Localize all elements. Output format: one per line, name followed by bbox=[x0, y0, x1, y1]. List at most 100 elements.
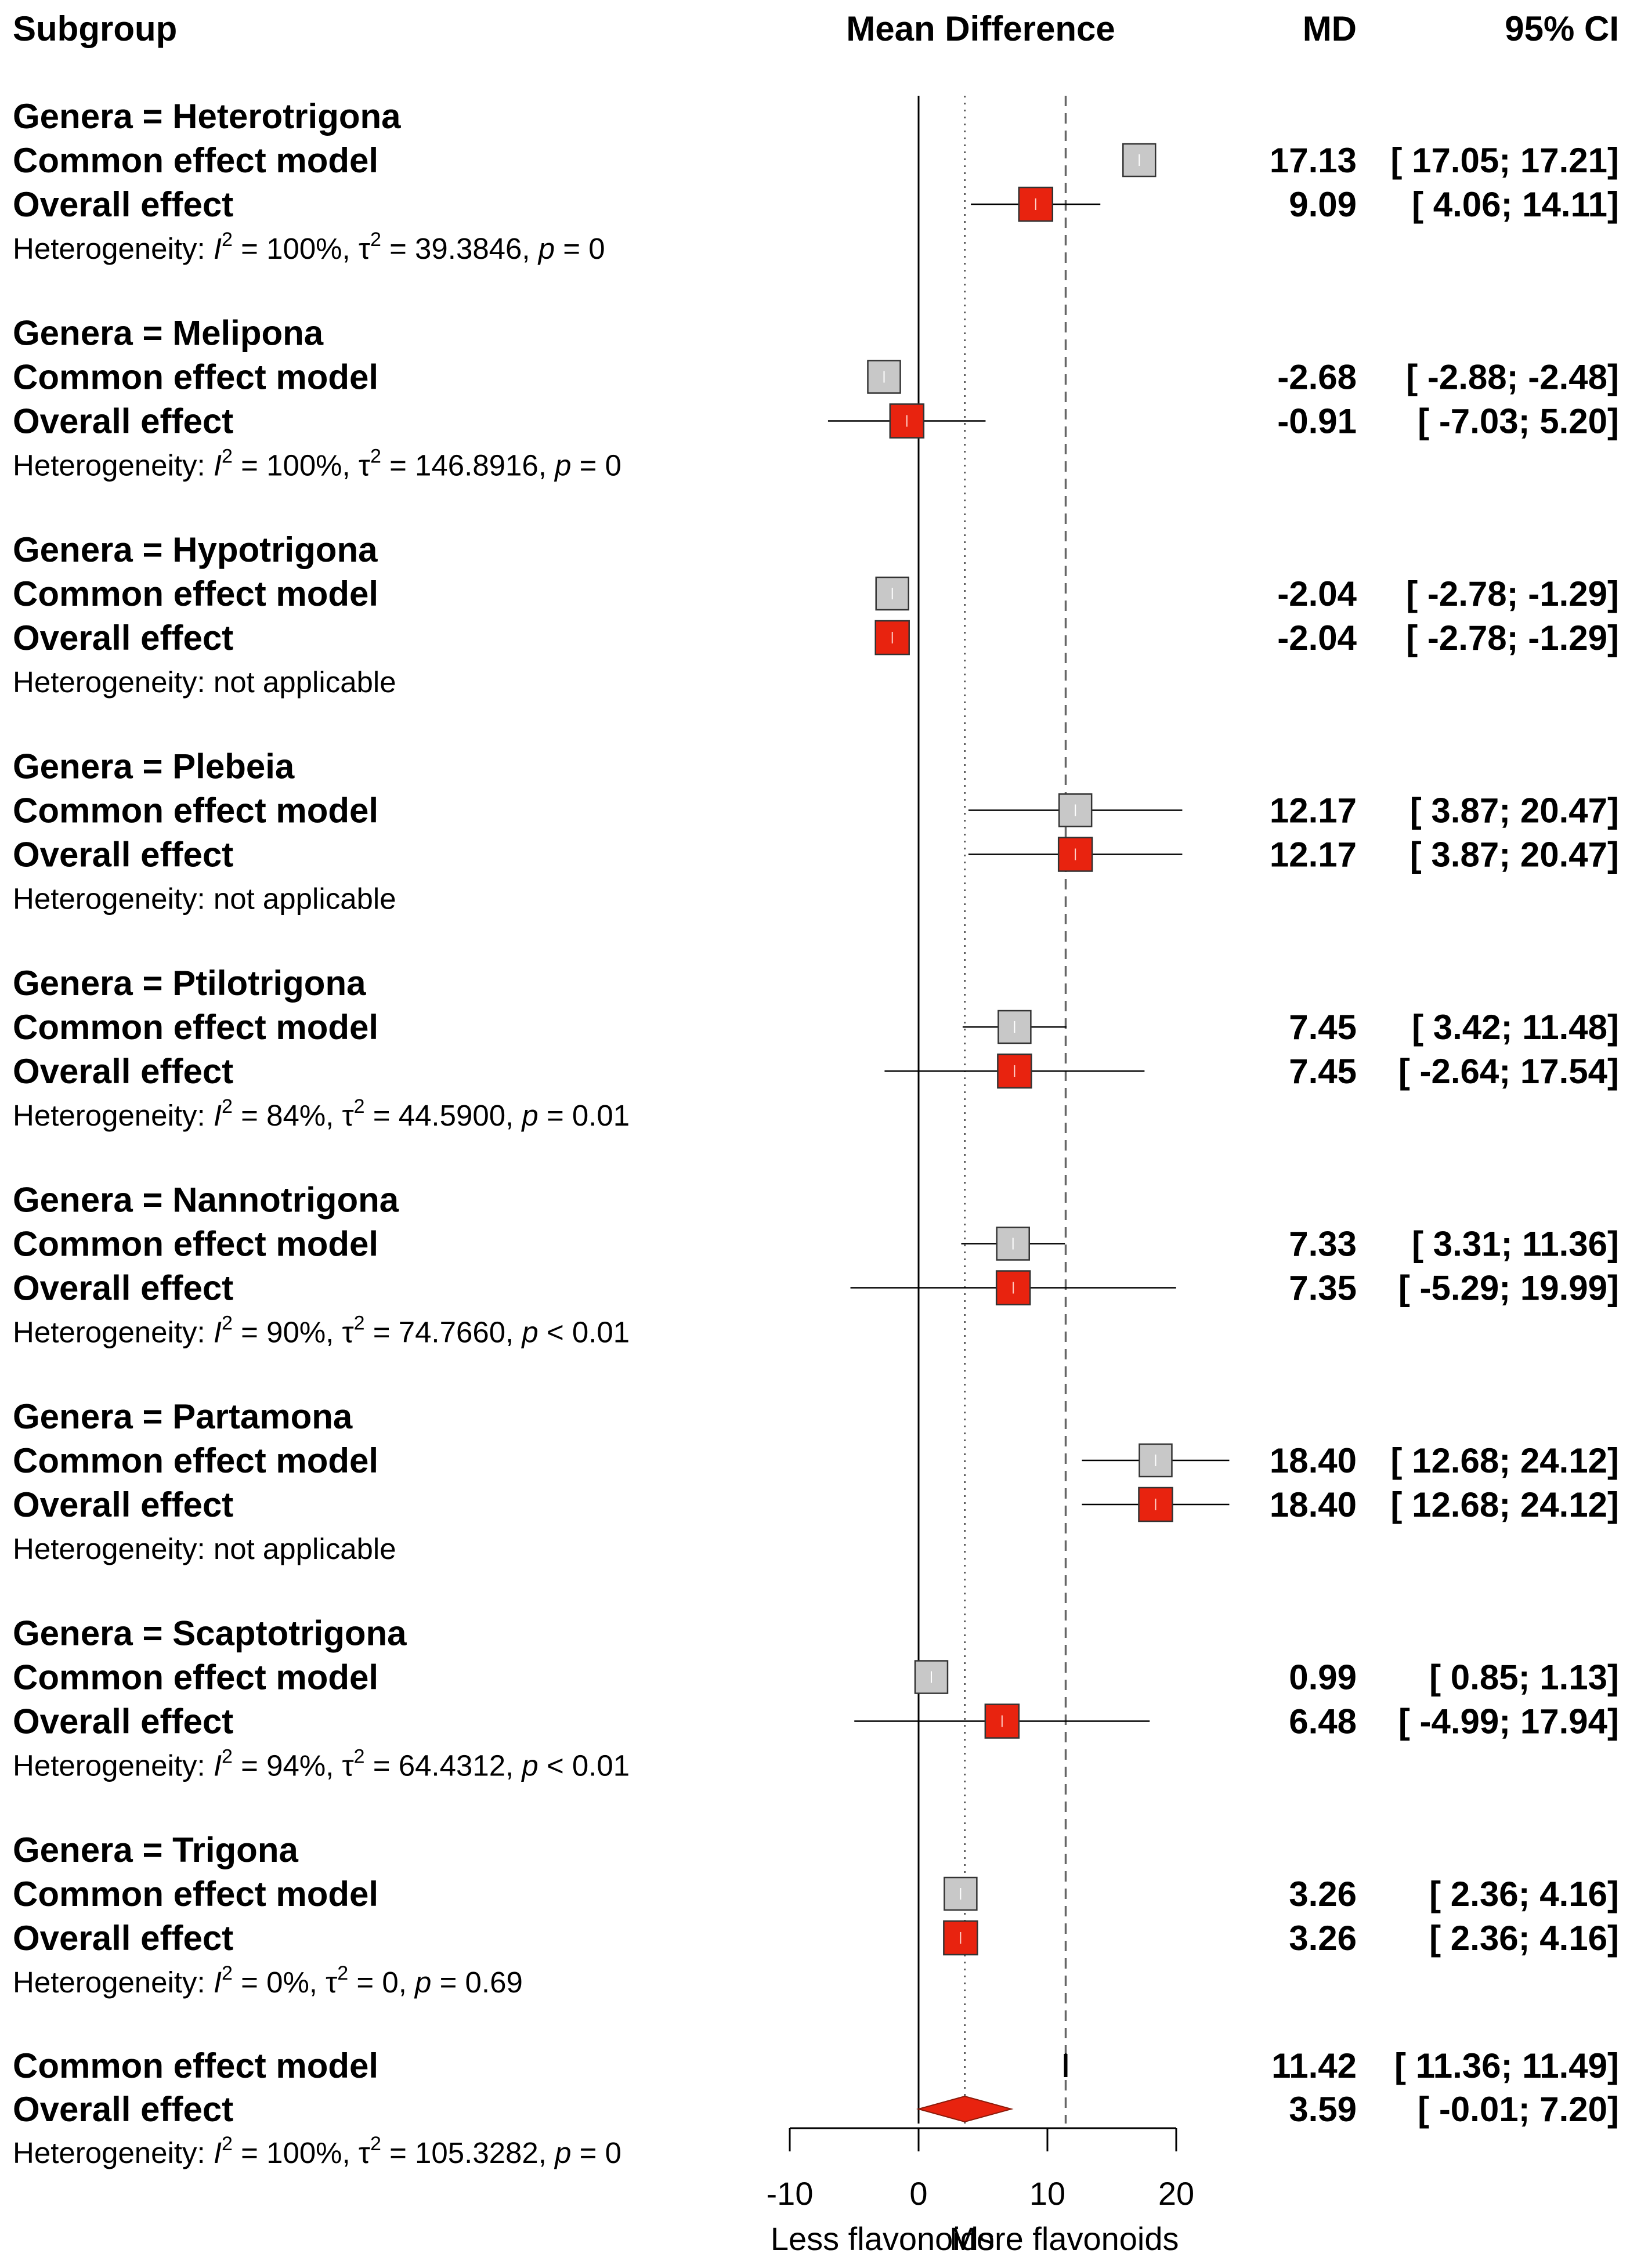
x-axis-tick-label: 10 bbox=[1029, 2175, 1065, 2212]
subgroup-title: Genera = Partamona bbox=[13, 1397, 353, 1436]
subgroup-overall-ci-value: [ -2.64; 17.54] bbox=[1398, 1052, 1619, 1091]
subgroup-overall-md-value: -2.04 bbox=[1277, 618, 1357, 657]
subgroup-heterogeneity: Heterogeneity: I2 = 0%, τ2 = 0, p = 0.69 bbox=[13, 1962, 523, 1999]
subgroup-common-md-value: 18.40 bbox=[1270, 1441, 1357, 1480]
total-overall-label: Overall effect bbox=[13, 2090, 233, 2129]
subgroup-heterogeneity: Heterogeneity: I2 = 100%, τ2 = 146.8916,… bbox=[13, 446, 621, 482]
x-axis-tick-label: 20 bbox=[1158, 2175, 1194, 2212]
total-common-label: Common effect model bbox=[13, 2046, 378, 2085]
total-common-ci-value: [ 11.36; 11.49] bbox=[1394, 2046, 1619, 2085]
subgroup-heterogeneity: Heterogeneity: not applicable bbox=[13, 1532, 396, 1565]
subgroup-common-md-value: -2.04 bbox=[1277, 574, 1357, 613]
total-overall-ci-value: [ -0.01; 7.20] bbox=[1418, 2090, 1619, 2129]
header-mean-difference: Mean Difference bbox=[846, 9, 1115, 48]
subgroup-common-md-value: 7.45 bbox=[1289, 1008, 1357, 1047]
subgroup-common-label: Common effect model bbox=[13, 791, 378, 830]
subgroup-overall-ci-value: [ 2.36; 4.16] bbox=[1429, 1919, 1619, 1958]
subgroup-heterogeneity: Heterogeneity: I2 = 94%, τ2 = 64.4312, p… bbox=[13, 1746, 630, 1782]
subgroup-heterogeneity: Heterogeneity: I2 = 100%, τ2 = 39.3846, … bbox=[13, 229, 605, 265]
x-axis-label-right: More flavonoids bbox=[949, 2220, 1179, 2257]
subgroup-common-md-value: 12.17 bbox=[1270, 791, 1357, 830]
subgroup-common-label: Common effect model bbox=[13, 1658, 378, 1697]
subgroup-common-ci-value: [ 0.85; 1.13] bbox=[1429, 1658, 1619, 1697]
subgroup-common-ci-value: [ -2.88; -2.48] bbox=[1406, 358, 1619, 397]
subgroup-common-box bbox=[875, 576, 909, 611]
total-overall-md-value: 3.59 bbox=[1289, 2090, 1357, 2129]
subgroup-title: Genera = Scaptotrigona bbox=[13, 1614, 407, 1653]
forest-plot-rows: Genera = Heterotrigona Common effect mode… bbox=[13, 97, 1619, 2169]
subgroup-overall-label: Overall effect bbox=[13, 1702, 233, 1741]
subgroup-common-box bbox=[914, 1660, 949, 1694]
subgroup-common-label: Common effect model bbox=[13, 1875, 378, 1913]
subgroup-overall-label: Overall effect bbox=[13, 1269, 233, 1308]
subgroup-title: Genera = Ptilotrigona bbox=[13, 964, 366, 1003]
subgroup-overall-label: Overall effect bbox=[13, 1052, 233, 1091]
subgroup-common-ci-value: [ 3.31; 11.36] bbox=[1412, 1225, 1619, 1264]
subgroup-overall-md-value: -0.91 bbox=[1277, 402, 1357, 441]
total-common-diamond bbox=[1064, 2054, 1068, 2077]
subgroup-common-md-value: 7.33 bbox=[1289, 1225, 1357, 1264]
subgroup-overall-md-value: 7.35 bbox=[1289, 1269, 1357, 1308]
subgroup-common-ci-value: [ 2.36; 4.16] bbox=[1429, 1875, 1619, 1913]
subgroup-title: Genera = Heterotrigona bbox=[13, 97, 401, 136]
subgroup-common-label: Common effect model bbox=[13, 1008, 378, 1047]
subgroup-title: Genera = Plebeia bbox=[13, 747, 295, 786]
subgroup-overall-md-value: 3.26 bbox=[1289, 1919, 1357, 1958]
subgroup-common-md-value: 0.99 bbox=[1289, 1658, 1357, 1697]
subgroup-heterogeneity: Heterogeneity: I2 = 90%, τ2 = 74.7660, p… bbox=[13, 1312, 630, 1349]
header-ci: 95% CI bbox=[1505, 9, 1619, 48]
subgroup-overall-box bbox=[874, 620, 910, 656]
header-subgroup: Subgroup bbox=[13, 9, 177, 48]
reference-lines bbox=[917, 96, 1067, 2124]
subgroup-common-label: Common effect model bbox=[13, 141, 378, 180]
subgroup-overall-md-value: 9.09 bbox=[1289, 185, 1357, 224]
subgroup-common-ci-value: [ 17.05; 17.21] bbox=[1390, 141, 1619, 180]
subgroup-heterogeneity: Heterogeneity: not applicable bbox=[13, 665, 396, 699]
subgroup-overall-label: Overall effect bbox=[13, 1485, 233, 1524]
x-axis-label-left: Less flavonoids bbox=[771, 2220, 995, 2257]
subgroup-overall-label: Overall effect bbox=[13, 185, 233, 224]
subgroup-overall-md-value: 7.45 bbox=[1289, 1052, 1357, 1091]
subgroup-overall-label: Overall effect bbox=[13, 402, 233, 441]
subgroup-overall-md-value: 6.48 bbox=[1289, 1702, 1357, 1741]
subgroup-common-label: Common effect model bbox=[13, 1441, 378, 1480]
subgroup-overall-ci-value: [ 4.06; 14.11] bbox=[1412, 185, 1619, 224]
subgroup-common-box bbox=[996, 1227, 1030, 1261]
subgroup-overall-md-value: 18.40 bbox=[1270, 1485, 1357, 1524]
total-overall-diamond bbox=[916, 2095, 1014, 2123]
total-common-md-value: 11.42 bbox=[1271, 2046, 1357, 2085]
x-axis-tick-label: -10 bbox=[767, 2175, 814, 2212]
subgroup-common-md-value: 17.13 bbox=[1270, 141, 1357, 180]
subgroup-overall-ci-value: [ -4.99; 17.94] bbox=[1398, 1702, 1619, 1741]
subgroup-common-label: Common effect model bbox=[13, 1225, 378, 1264]
subgroup-overall-label: Overall effect bbox=[13, 835, 233, 874]
subgroup-title: Genera = Nannotrigona bbox=[13, 1181, 399, 1220]
x-axis-tick-label: 0 bbox=[909, 2175, 927, 2212]
subgroup-common-md-value: 3.26 bbox=[1289, 1875, 1357, 1913]
subgroup-overall-label: Overall effect bbox=[13, 1919, 233, 1958]
subgroup-common-md-value: -2.68 bbox=[1277, 358, 1357, 397]
total-heterogeneity: Heterogeneity: I2 = 100%, τ2 = 105.3282,… bbox=[13, 2133, 621, 2169]
subgroup-heterogeneity: Heterogeneity: not applicable bbox=[13, 882, 396, 916]
subgroup-heterogeneity: Heterogeneity: I2 = 84%, τ2 = 44.5900, p… bbox=[13, 1095, 630, 1132]
subgroup-overall-label: Overall effect bbox=[13, 618, 233, 657]
subgroup-overall-ci-value: [ -2.78; -1.29] bbox=[1406, 618, 1619, 657]
subgroup-common-ci-value: [ -2.78; -1.29] bbox=[1406, 574, 1619, 613]
subgroup-title: Genera = Trigona bbox=[13, 1831, 298, 1869]
header-md: MD bbox=[1303, 9, 1357, 48]
subgroup-common-ci-value: [ 3.87; 20.47] bbox=[1410, 791, 1619, 830]
subgroup-overall-ci-value: [ 12.68; 24.12] bbox=[1390, 1485, 1619, 1524]
subgroup-title: Genera = Hypotrigona bbox=[13, 530, 378, 569]
subgroup-common-ci-value: [ 12.68; 24.12] bbox=[1390, 1441, 1619, 1480]
subgroup-common-label: Common effect model bbox=[13, 358, 378, 397]
subgroup-title: Genera = Melipona bbox=[13, 314, 324, 353]
subgroup-common-box bbox=[997, 1010, 1032, 1044]
subgroup-overall-ci-value: [ -7.03; 5.20] bbox=[1418, 402, 1619, 441]
subgroup-overall-ci-value: [ 3.87; 20.47] bbox=[1410, 835, 1619, 874]
subgroup-overall-ci-value: [ -5.29; 19.99] bbox=[1398, 1269, 1619, 1308]
subgroup-common-label: Common effect model bbox=[13, 574, 378, 613]
subgroup-common-ci-value: [ 3.42; 11.48] bbox=[1412, 1008, 1619, 1047]
forest-plot-header: Subgroup Mean Difference MD 95% CI bbox=[13, 9, 1619, 48]
